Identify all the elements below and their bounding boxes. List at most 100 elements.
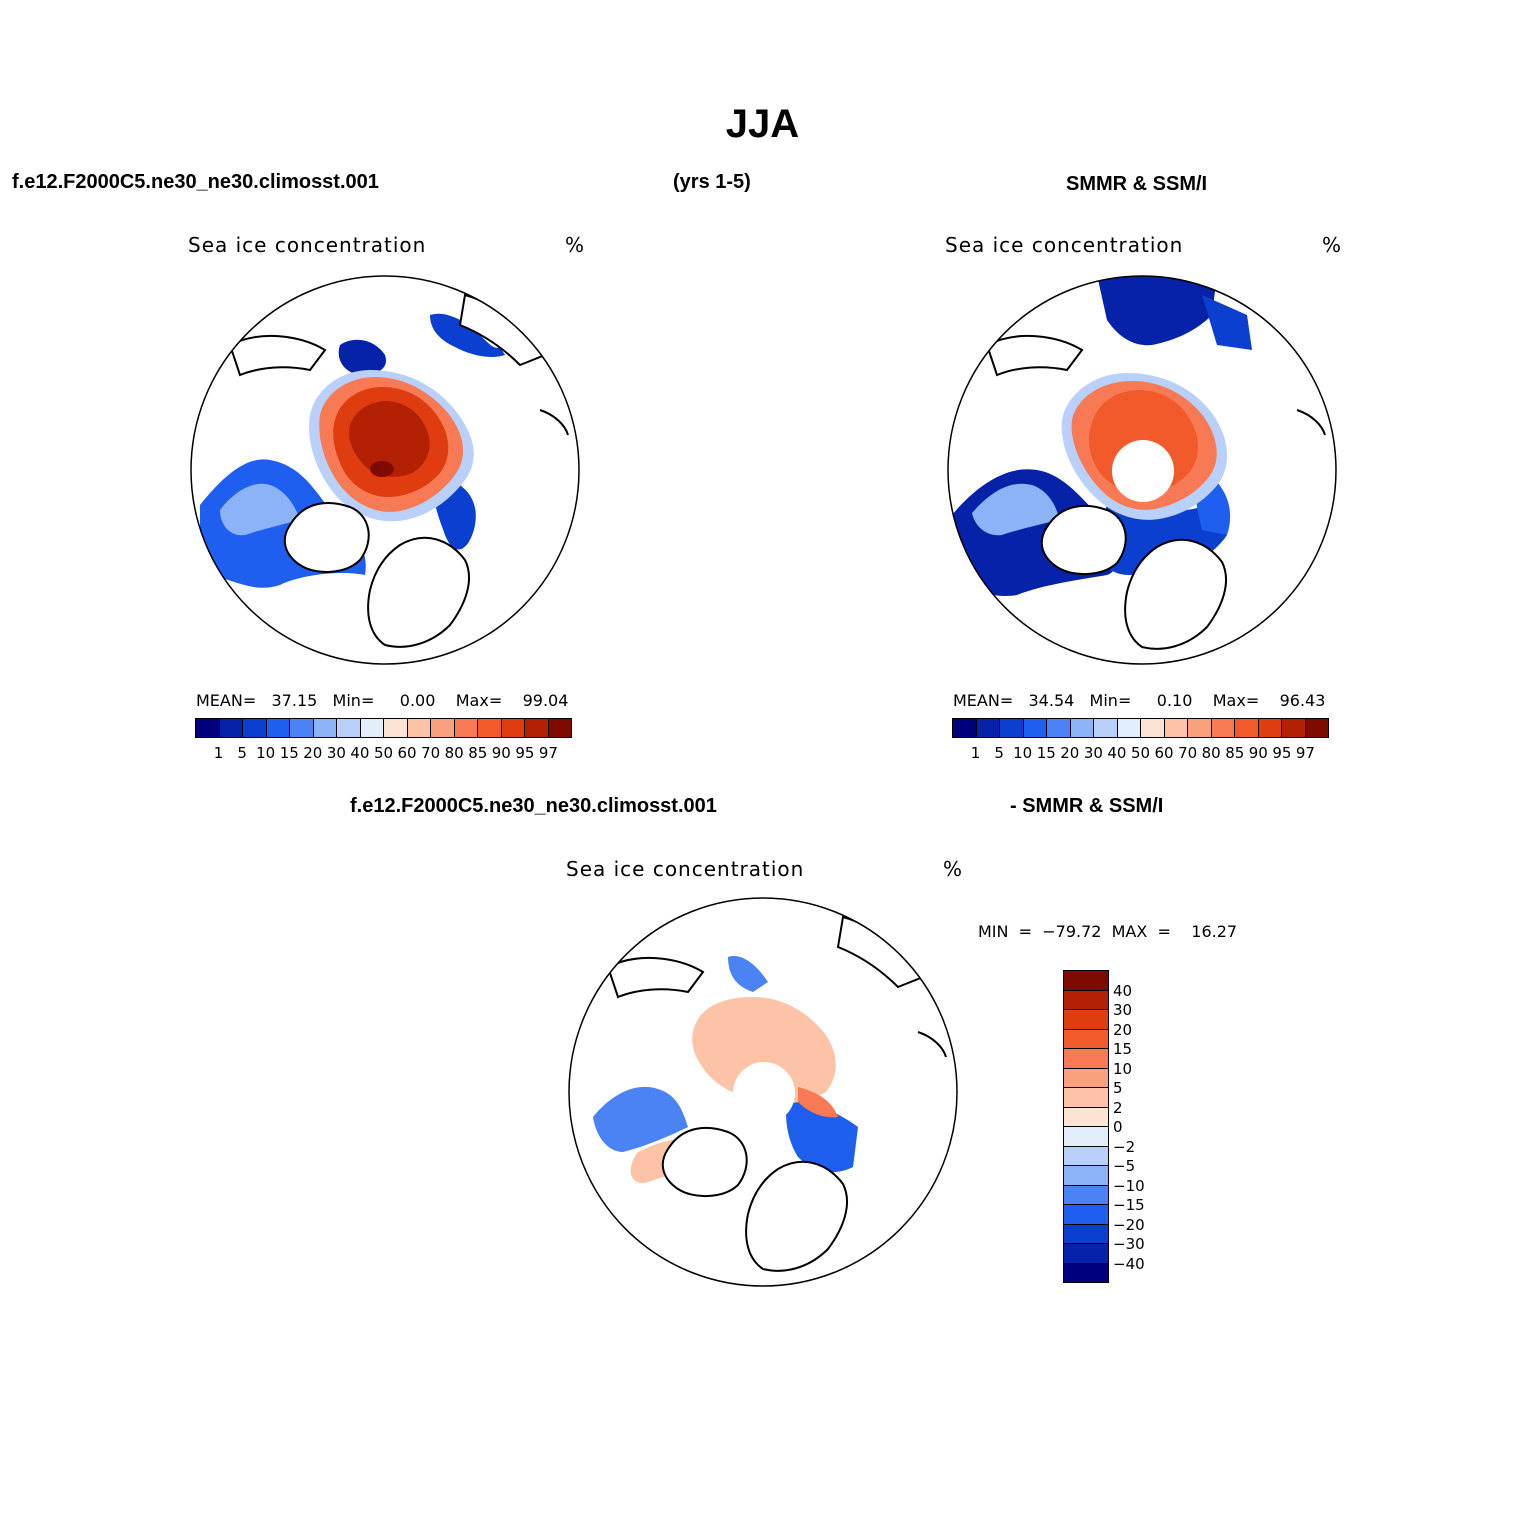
colorbar-tick-label: 90	[491, 744, 511, 762]
colorbar-swatch	[1047, 719, 1071, 737]
panel1-field-label: Sea ice concentration	[188, 233, 427, 257]
colorbar-tick-label: 1	[970, 744, 981, 762]
colorbar-tick-label: −5	[1113, 1157, 1136, 1175]
colorbar-swatch	[219, 719, 243, 737]
diff-positive-anomaly	[692, 997, 836, 1104]
colorbar-tick-label: 80	[444, 744, 464, 762]
years-label: (yrs 1-5)	[673, 171, 751, 193]
colorbar-tick-label: −2	[1113, 1137, 1136, 1156]
colorbar-tick-label: 95	[515, 744, 535, 762]
colorbar-tick-label: 90	[1248, 744, 1268, 762]
colorbar-tick-label: 97	[1295, 744, 1315, 762]
diff-units: %	[943, 857, 964, 881]
colorbar-swatch	[1064, 1010, 1108, 1030]
panel1-map	[190, 275, 580, 665]
colorbar-tick-label: 97	[538, 744, 558, 762]
colorbar-swatch	[196, 719, 220, 737]
colorbar-swatch	[454, 719, 478, 737]
colorbar-swatch	[1070, 719, 1094, 737]
colorbar-swatch	[290, 719, 314, 737]
case-name: f.e12.F2000C5.ne30_ne30.climosst.001	[12, 171, 379, 193]
diff-title-right: - SMMR & SSM/I	[1010, 795, 1164, 817]
diff-minmax: MIN = −79.72 MAX = 16.27	[978, 922, 1238, 941]
colorbar-tick-label: 60	[397, 744, 417, 762]
colorbar-tick-label: 5	[994, 744, 1004, 762]
colorbar-tick-label: −15	[1113, 1196, 1145, 1214]
colorbar-tick-label: 15	[1113, 1040, 1133, 1058]
colorbar-tick-label: 30	[1113, 1001, 1133, 1019]
colorbar-swatch	[1064, 1205, 1108, 1225]
colorbar-swatch	[1064, 971, 1108, 991]
colorbar-swatch	[1064, 1263, 1108, 1282]
colorbar-tick-label: 20	[1113, 1020, 1133, 1039]
obs-name: SMMR & SSM/I	[1066, 173, 1208, 195]
colorbar-swatch	[360, 719, 384, 737]
colorbar-tick-label: 20	[1060, 744, 1080, 762]
colorbar-swatch	[1064, 1244, 1108, 1264]
colorbar-tick-label: −10	[1113, 1176, 1145, 1195]
panel2-stats: MEAN= 34.54 Min= 0.10 Max= 96.43	[953, 691, 1326, 710]
colorbar-swatch	[1064, 1049, 1108, 1069]
panel2-colorbar	[952, 718, 1329, 738]
colorbar-tick-label: 2	[1113, 1098, 1123, 1117]
colorbar-swatch	[1023, 719, 1047, 737]
colorbar-tick-label: 20	[303, 744, 323, 762]
colorbar-swatch	[1235, 719, 1259, 737]
colorbar-tick-label: 30	[326, 744, 346, 762]
colorbar-swatch	[1117, 719, 1141, 737]
colorbar-swatch	[1064, 1127, 1108, 1147]
colorbar-tick-label: 30	[1083, 744, 1103, 762]
colorbar-swatch	[548, 719, 571, 737]
panel1-land	[283, 502, 370, 573]
colorbar-tick-label: 85	[1225, 744, 1245, 762]
diff-pole-hole	[733, 1062, 795, 1124]
panel2-pole-hole	[1112, 440, 1174, 502]
colorbar-tick-label: 1	[213, 744, 224, 762]
colorbar-tick-label: 10	[1013, 744, 1033, 762]
colorbar-swatch	[1064, 1068, 1108, 1088]
colorbar-swatch	[1064, 1029, 1108, 1049]
panel2-units: %	[1322, 233, 1343, 257]
panel1-stats: MEAN= 37.15 Min= 0.00 Max= 99.04	[196, 691, 569, 710]
panel1-colorbar	[195, 718, 572, 738]
diff-colorbar-labels: 40 30 20 15 10 5 2 0 −2 −5 −10 −15 −20 −30 −40	[1113, 970, 1173, 1284]
colorbar-swatch	[266, 719, 290, 737]
colorbar-tick-label: 0	[1113, 1118, 1123, 1136]
colorbar-tick-label: 50	[373, 744, 394, 762]
colorbar-tick-label: −20	[1113, 1215, 1145, 1234]
colorbar-tick-label: 95	[1272, 744, 1292, 762]
colorbar-tick-label: −30	[1113, 1235, 1145, 1253]
colorbar-swatch	[431, 719, 455, 737]
colorbar-tick-label: 40	[1107, 744, 1127, 762]
colorbar-tick-label: −40	[1113, 1254, 1145, 1273]
colorbar-tick-label: 15	[279, 744, 299, 762]
panel2-field-label: Sea ice concentration	[945, 233, 1184, 257]
colorbar-swatch	[953, 719, 977, 737]
diff-map	[568, 897, 958, 1287]
colorbar-swatch	[243, 719, 267, 737]
colorbar-swatch	[1064, 990, 1108, 1010]
colorbar-tick-label: 10	[1113, 1059, 1133, 1078]
colorbar-tick-label: 15	[1036, 744, 1056, 762]
colorbar-swatch	[1064, 1107, 1108, 1127]
panel2-colorbar-labels: 1 5 10 15 20 30 40 50 60 70 80 85 90 95 97	[952, 744, 1329, 764]
colorbar-swatch	[1188, 719, 1212, 737]
colorbar-swatch	[1164, 719, 1188, 737]
colorbar-swatch	[1094, 719, 1118, 737]
panel2-map	[947, 275, 1337, 665]
diff-colorbar	[1063, 970, 1109, 1283]
colorbar-tick-label: 40	[350, 744, 370, 762]
colorbar-swatch	[478, 719, 502, 737]
colorbar-tick-label: 70	[421, 744, 441, 762]
panel1-units: %	[565, 233, 586, 257]
colorbar-swatch	[384, 719, 408, 737]
colorbar-swatch	[1305, 719, 1328, 737]
colorbar-swatch	[1211, 719, 1235, 737]
colorbar-swatch	[407, 719, 431, 737]
colorbar-swatch	[976, 719, 1000, 737]
colorbar-tick-label: 40	[1113, 981, 1133, 1000]
colorbar-swatch	[1064, 1224, 1108, 1244]
colorbar-tick-label: 5	[237, 744, 247, 762]
colorbar-swatch	[1258, 719, 1282, 737]
colorbar-swatch	[501, 719, 525, 737]
